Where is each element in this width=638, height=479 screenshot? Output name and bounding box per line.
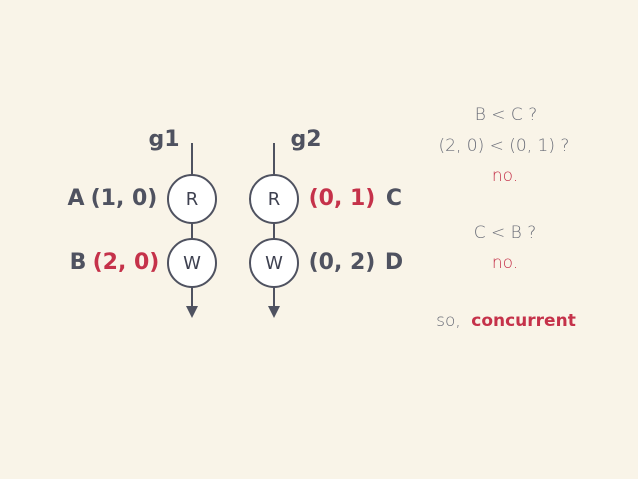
event-d-node: [249, 238, 299, 288]
g2-label: g2: [290, 127, 321, 152]
question-c-before-b: C < B ?: [474, 223, 536, 243]
conclusion-word: concurrent: [471, 311, 576, 331]
conclusion-prefix: so,: [436, 311, 461, 331]
event-c-clock: (0, 1): [309, 186, 376, 211]
event-d-op: W: [265, 253, 283, 274]
event-b-op: W: [183, 253, 201, 274]
answer-1: no.: [492, 166, 518, 186]
event-b-clock: (2, 0): [93, 250, 160, 275]
g1-label: g1: [148, 127, 179, 152]
event-a-clock: (1, 0): [91, 186, 158, 211]
event-b-node: [167, 238, 217, 288]
question-b-before-c: B < C ?: [475, 105, 537, 125]
event-c-op: R: [268, 189, 281, 210]
event-b-name: B: [70, 250, 87, 275]
event-c-name: C: [386, 186, 402, 211]
event-d-clock: (0, 2): [309, 250, 376, 275]
conclusion: so, concurrent: [436, 311, 576, 331]
event-a-op: R: [186, 189, 199, 210]
question-b-before-c-detail: (2, 0) < (0, 1) ?: [439, 136, 570, 156]
event-a-node: [167, 174, 217, 224]
event-a-name: A: [67, 186, 84, 211]
answer-2: no.: [492, 253, 518, 273]
event-d-name: D: [385, 250, 403, 275]
event-c-node: [249, 174, 299, 224]
